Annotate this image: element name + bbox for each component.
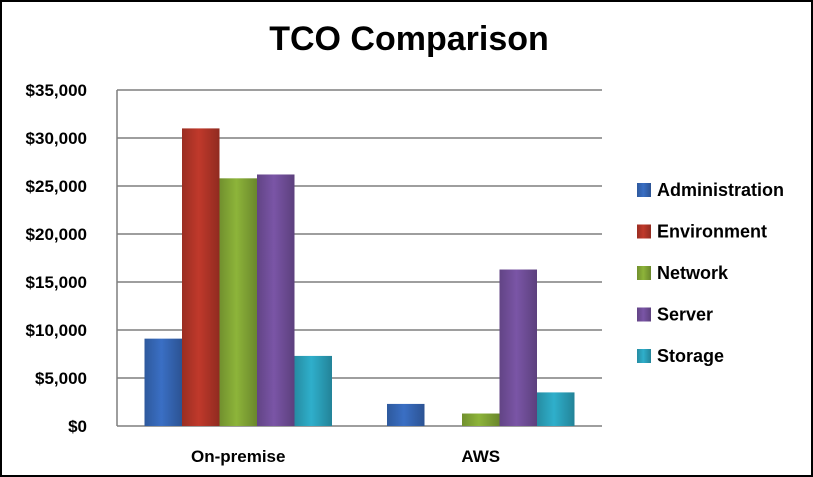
- bar-environment-on-premise: [182, 128, 220, 426]
- legend: Administration Environment Network Server St…: [637, 180, 784, 366]
- y-tick-label: $15,000: [26, 273, 87, 292]
- y-tick-label: $30,000: [26, 129, 87, 148]
- bar-administration-aws: [387, 403, 425, 426]
- y-tick-label: $5,000: [35, 369, 87, 388]
- legend-label: Network: [657, 263, 729, 283]
- y-tick-label: $20,000: [26, 225, 87, 244]
- bar-server-aws: [499, 269, 537, 426]
- y-tick-label: $25,000: [26, 177, 87, 196]
- bars: [144, 128, 575, 426]
- bar-storage-on-premise: [294, 355, 332, 426]
- bar-network-on-premise: [219, 178, 257, 426]
- legend-label: Server: [657, 305, 713, 325]
- legend-swatch: [637, 224, 651, 239]
- legend-label: Environment: [657, 222, 767, 242]
- y-tick-label: $0: [68, 417, 87, 436]
- bar-administration-on-premise: [144, 338, 182, 426]
- y-tick-label: $35,000: [26, 81, 87, 100]
- y-axis: $0 $5,000 $10,000 $15,000 $20,000 $25,000 $30,…: [26, 81, 87, 436]
- legend-swatch: [637, 307, 651, 322]
- x-category-label: AWS: [461, 447, 500, 466]
- bar-server-on-premise: [257, 174, 295, 426]
- bar-storage-aws: [537, 392, 575, 426]
- legend-swatch: [637, 266, 651, 280]
- y-tick-label: $10,000: [26, 321, 87, 340]
- bar-network-aws: [462, 413, 500, 426]
- chart-title: TCO Comparison: [269, 20, 549, 58]
- legend-swatch: [637, 183, 651, 197]
- x-axis: On-premise AWS: [191, 447, 500, 466]
- legend-label: Storage: [657, 346, 724, 366]
- x-category-label: On-premise: [191, 447, 285, 466]
- legend-label: Administration: [657, 180, 784, 200]
- legend-swatch: [637, 349, 651, 363]
